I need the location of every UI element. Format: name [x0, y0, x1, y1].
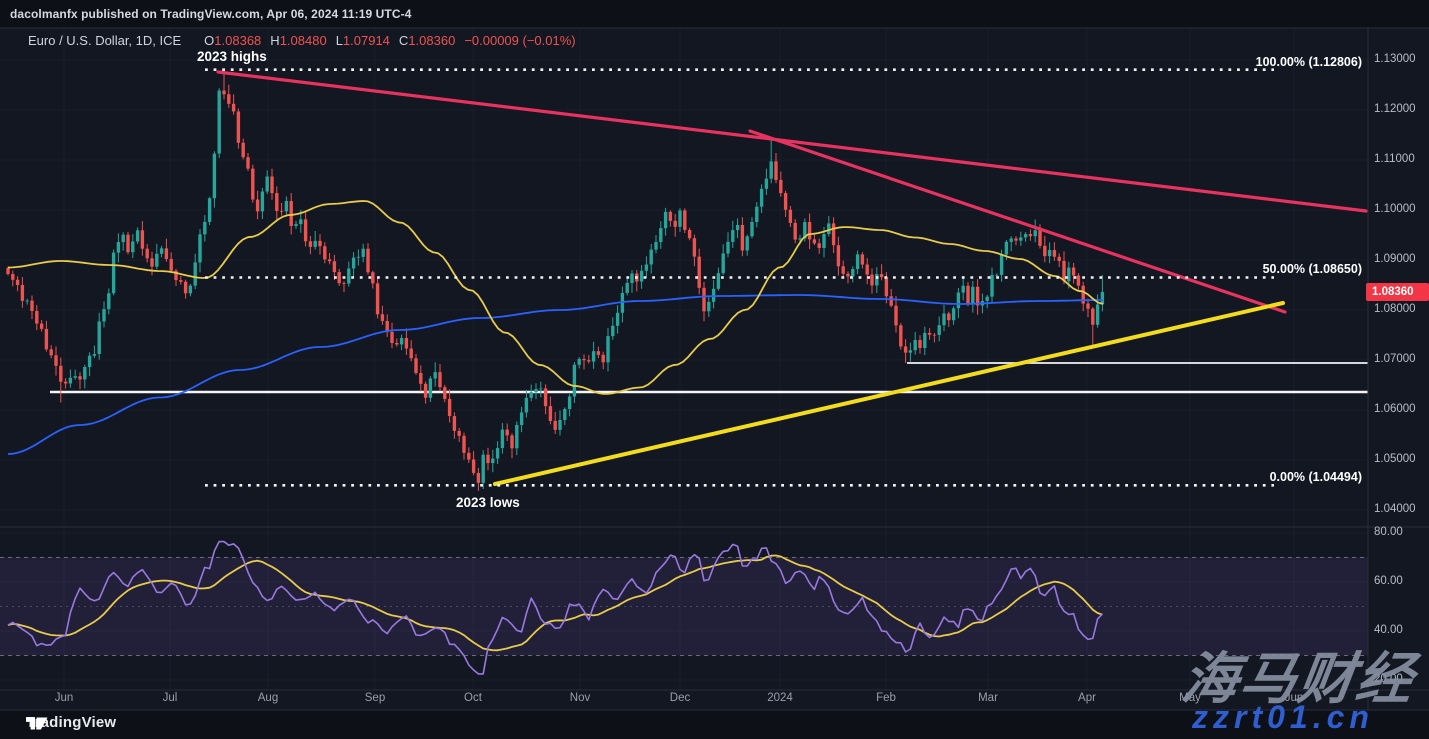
- fib-label-100: 100.00% (1.12806): [1255, 55, 1362, 69]
- rsi-axis-label: 60.00: [1374, 575, 1403, 587]
- open-value: 1.08368: [214, 33, 262, 48]
- trendlines: [216, 70, 1368, 486]
- time-axis-label: May: [1179, 692, 1201, 704]
- rsi-lines: [7, 540, 1103, 675]
- high-label: H: [270, 33, 280, 48]
- price-axis-label: 1.09000: [1374, 253, 1416, 265]
- tradingview-logo-text: TradingView: [26, 714, 117, 731]
- rsi-axis-label: 20.00: [1374, 673, 1403, 685]
- watermark-url[interactable]: zzrt01.cn: [1192, 699, 1374, 735]
- annotation-2023-lows: 2023 lows: [456, 495, 520, 510]
- time-axis-label: Aug: [257, 692, 279, 704]
- time-axis-label: Dec: [669, 692, 691, 704]
- open-label: O: [204, 33, 215, 48]
- fib-label-50: 50.00% (1.08650): [1262, 262, 1362, 276]
- low-label: L: [335, 33, 343, 48]
- symbol-legend: Euro / U.S. Dollar, 1D, ICE O 1.08368 H 1.…: [28, 33, 576, 48]
- price-axis-label: 1.10000: [1374, 203, 1416, 215]
- price-axis-label: 1.04000: [1374, 503, 1416, 515]
- time-axis-label: Oct: [464, 692, 482, 704]
- rsi-axis-label: 80.00: [1374, 526, 1403, 538]
- price-axis-label: 1.08000: [1374, 303, 1416, 315]
- tradingview-logo[interactable]: TradingView: [26, 714, 116, 731]
- gridlines: [0, 28, 1368, 690]
- time-axis-label: 2024: [767, 692, 793, 704]
- time-axis-label: Jun: [1284, 692, 1304, 704]
- price-axis-label: 1.05000: [1374, 453, 1416, 465]
- price-axis-label: 1.12000: [1374, 103, 1416, 115]
- support-lines: [50, 362, 1368, 394]
- candlesticks: [6, 69, 1105, 491]
- close-value: 1.08360: [408, 33, 456, 48]
- tradingview-logo-icon: [26, 717, 48, 730]
- fib-label-0: 0.00% (1.04494): [1269, 470, 1362, 484]
- change-value: −0.00009 (−0.01%): [464, 33, 576, 48]
- last-price-badge: 1.08360: [1366, 283, 1429, 301]
- price-axis-label: 1.11000: [1374, 153, 1415, 165]
- price-axis-label: 1.07000: [1374, 353, 1416, 365]
- time-axis-label: Feb: [876, 692, 896, 704]
- close-label: C: [398, 33, 409, 48]
- price-axis-label: 1.13000: [1374, 53, 1416, 65]
- time-axis-label: Apr: [1078, 692, 1096, 704]
- pane-frame: [0, 27, 1429, 711]
- rsi-axis-label: 40.00: [1374, 624, 1403, 636]
- high-value: 1.08480: [279, 33, 327, 48]
- time-axis-label: Jul: [162, 692, 178, 704]
- price-axis-label: 1.06000: [1374, 403, 1416, 415]
- fib-retracement-lines: [205, 68, 1274, 487]
- time-axis-label: Mar: [978, 692, 998, 704]
- low-value: 1.07914: [342, 33, 390, 48]
- time-axis-label: Sep: [364, 692, 386, 704]
- symbol-title: Euro / U.S. Dollar, 1D, ICE: [28, 33, 182, 48]
- moving-averages: [7, 200, 1104, 455]
- annotation-2023-highs: 2023 highs: [197, 49, 267, 64]
- time-axis-label: Jun: [54, 692, 74, 704]
- credit-line: dacolmanfx published on TradingView.com,…: [10, 7, 412, 21]
- time-axis-label: Nov: [569, 692, 591, 704]
